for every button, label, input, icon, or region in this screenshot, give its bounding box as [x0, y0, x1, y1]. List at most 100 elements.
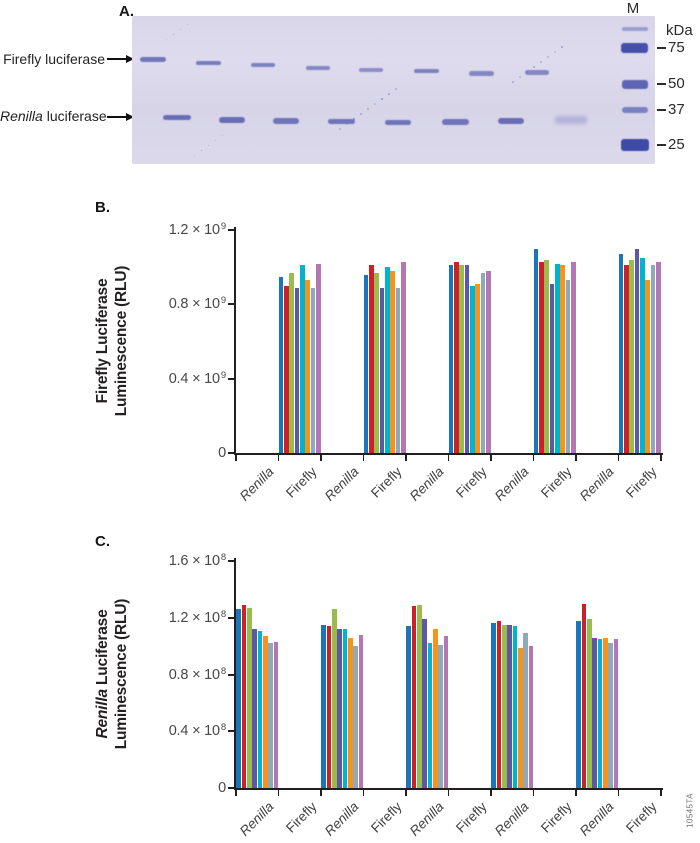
gel-speckle [208, 145, 209, 146]
gel-band [273, 118, 299, 124]
kda-unit-label: kDa [666, 22, 693, 39]
bar [416, 605, 422, 788]
renilla-chart-y-title-line2: Luminescence (RLU) [113, 598, 130, 750]
bar [443, 636, 449, 788]
x-tick [660, 455, 662, 461]
gel-speckle [526, 71, 528, 73]
renilla-chart-y-axis-title: Renilla Luciferase Luminescence (RLU) [93, 559, 131, 789]
y-tick [228, 303, 234, 306]
gel-speckle [388, 93, 390, 95]
x-tick-label-text: Renilla [237, 464, 277, 504]
bar [448, 265, 454, 453]
bar [241, 605, 247, 788]
x-axis [234, 453, 663, 455]
gel-band [251, 63, 275, 67]
bar [459, 265, 465, 453]
gel-speckle [540, 61, 542, 63]
gel-speckle [533, 66, 535, 68]
x-tick-label-text: Renilla [322, 464, 362, 504]
bar [316, 263, 321, 453]
kda-tick-dash [657, 47, 666, 49]
gel-band [306, 66, 330, 70]
bar [533, 248, 539, 453]
bar [401, 261, 406, 453]
bar [544, 259, 550, 453]
bar [353, 646, 358, 788]
y-title-rest: Firefly Luciferase [94, 278, 111, 404]
x-tick [405, 790, 407, 796]
y-tick-exponent: 9 [220, 295, 226, 307]
x-tick-label-text: Renilla [407, 464, 447, 504]
kda-tick-dash [657, 144, 666, 146]
gel-band [498, 118, 524, 124]
gel-speckle [547, 56, 549, 58]
x-tick [405, 455, 407, 461]
bar [305, 280, 310, 453]
bar [486, 270, 491, 453]
bar [555, 263, 560, 453]
x-tick [235, 790, 237, 796]
y-tick [228, 229, 234, 231]
y-tick-label: 0 [218, 445, 226, 461]
gel-band [163, 115, 191, 120]
bar [650, 265, 656, 453]
gel-band [196, 61, 221, 65]
gel-speckle [395, 88, 397, 90]
bar [586, 619, 592, 788]
marker-band [621, 43, 648, 53]
bar [236, 609, 241, 788]
bar [342, 629, 348, 788]
gel-band [414, 69, 439, 73]
bar [592, 637, 597, 788]
bar [358, 634, 364, 788]
bar [645, 280, 650, 453]
y-tick [228, 452, 234, 454]
bar [422, 619, 427, 788]
x-tick [575, 455, 577, 461]
bar [454, 261, 459, 453]
x-axis [234, 788, 663, 790]
panel-b-label: B. [95, 199, 110, 216]
bar [390, 270, 395, 453]
bar [581, 603, 587, 788]
renilla-arrow-icon [107, 113, 134, 120]
x-tick [447, 455, 450, 461]
gel-speckle [353, 118, 355, 120]
y-tick-label: 0 [218, 780, 226, 796]
gel-speckle [215, 140, 216, 141]
bar [640, 257, 645, 453]
gel-band [525, 70, 549, 75]
firefly-chart-y-axis-title: Firefly Luciferase Luminescence (RLU) [93, 226, 131, 456]
x-tick [617, 790, 620, 796]
x-tick [490, 455, 492, 461]
bar [496, 620, 502, 788]
bar [257, 630, 263, 788]
y-tick-exponent: 8 [220, 665, 226, 677]
y-axis [234, 227, 236, 455]
kda-weight-label: 75 [668, 39, 685, 56]
firefly-arrow-icon [107, 55, 134, 62]
y-tick-label: 0.4 × 109 [168, 369, 227, 387]
y-tick [228, 673, 234, 676]
bar [501, 624, 507, 788]
x-tick-label-text: Renilla [492, 799, 532, 839]
bar [379, 287, 385, 453]
gel-speckle [222, 135, 223, 136]
gel-speckle [561, 46, 563, 48]
bar [517, 647, 523, 788]
gel-band [385, 120, 411, 125]
marker-band [621, 139, 649, 151]
bar [438, 644, 443, 788]
bar [347, 637, 353, 788]
x-tick-label: Renilla [203, 799, 277, 843]
bar [608, 643, 613, 788]
x-tick [277, 455, 280, 461]
bar [411, 606, 417, 788]
marker-band [622, 27, 648, 31]
x-tick [362, 455, 365, 461]
gel-speckle [339, 128, 341, 130]
bar [432, 629, 438, 788]
x-tick [660, 790, 662, 796]
x-tick-label-text: Renilla [577, 464, 617, 504]
bar [395, 287, 401, 453]
